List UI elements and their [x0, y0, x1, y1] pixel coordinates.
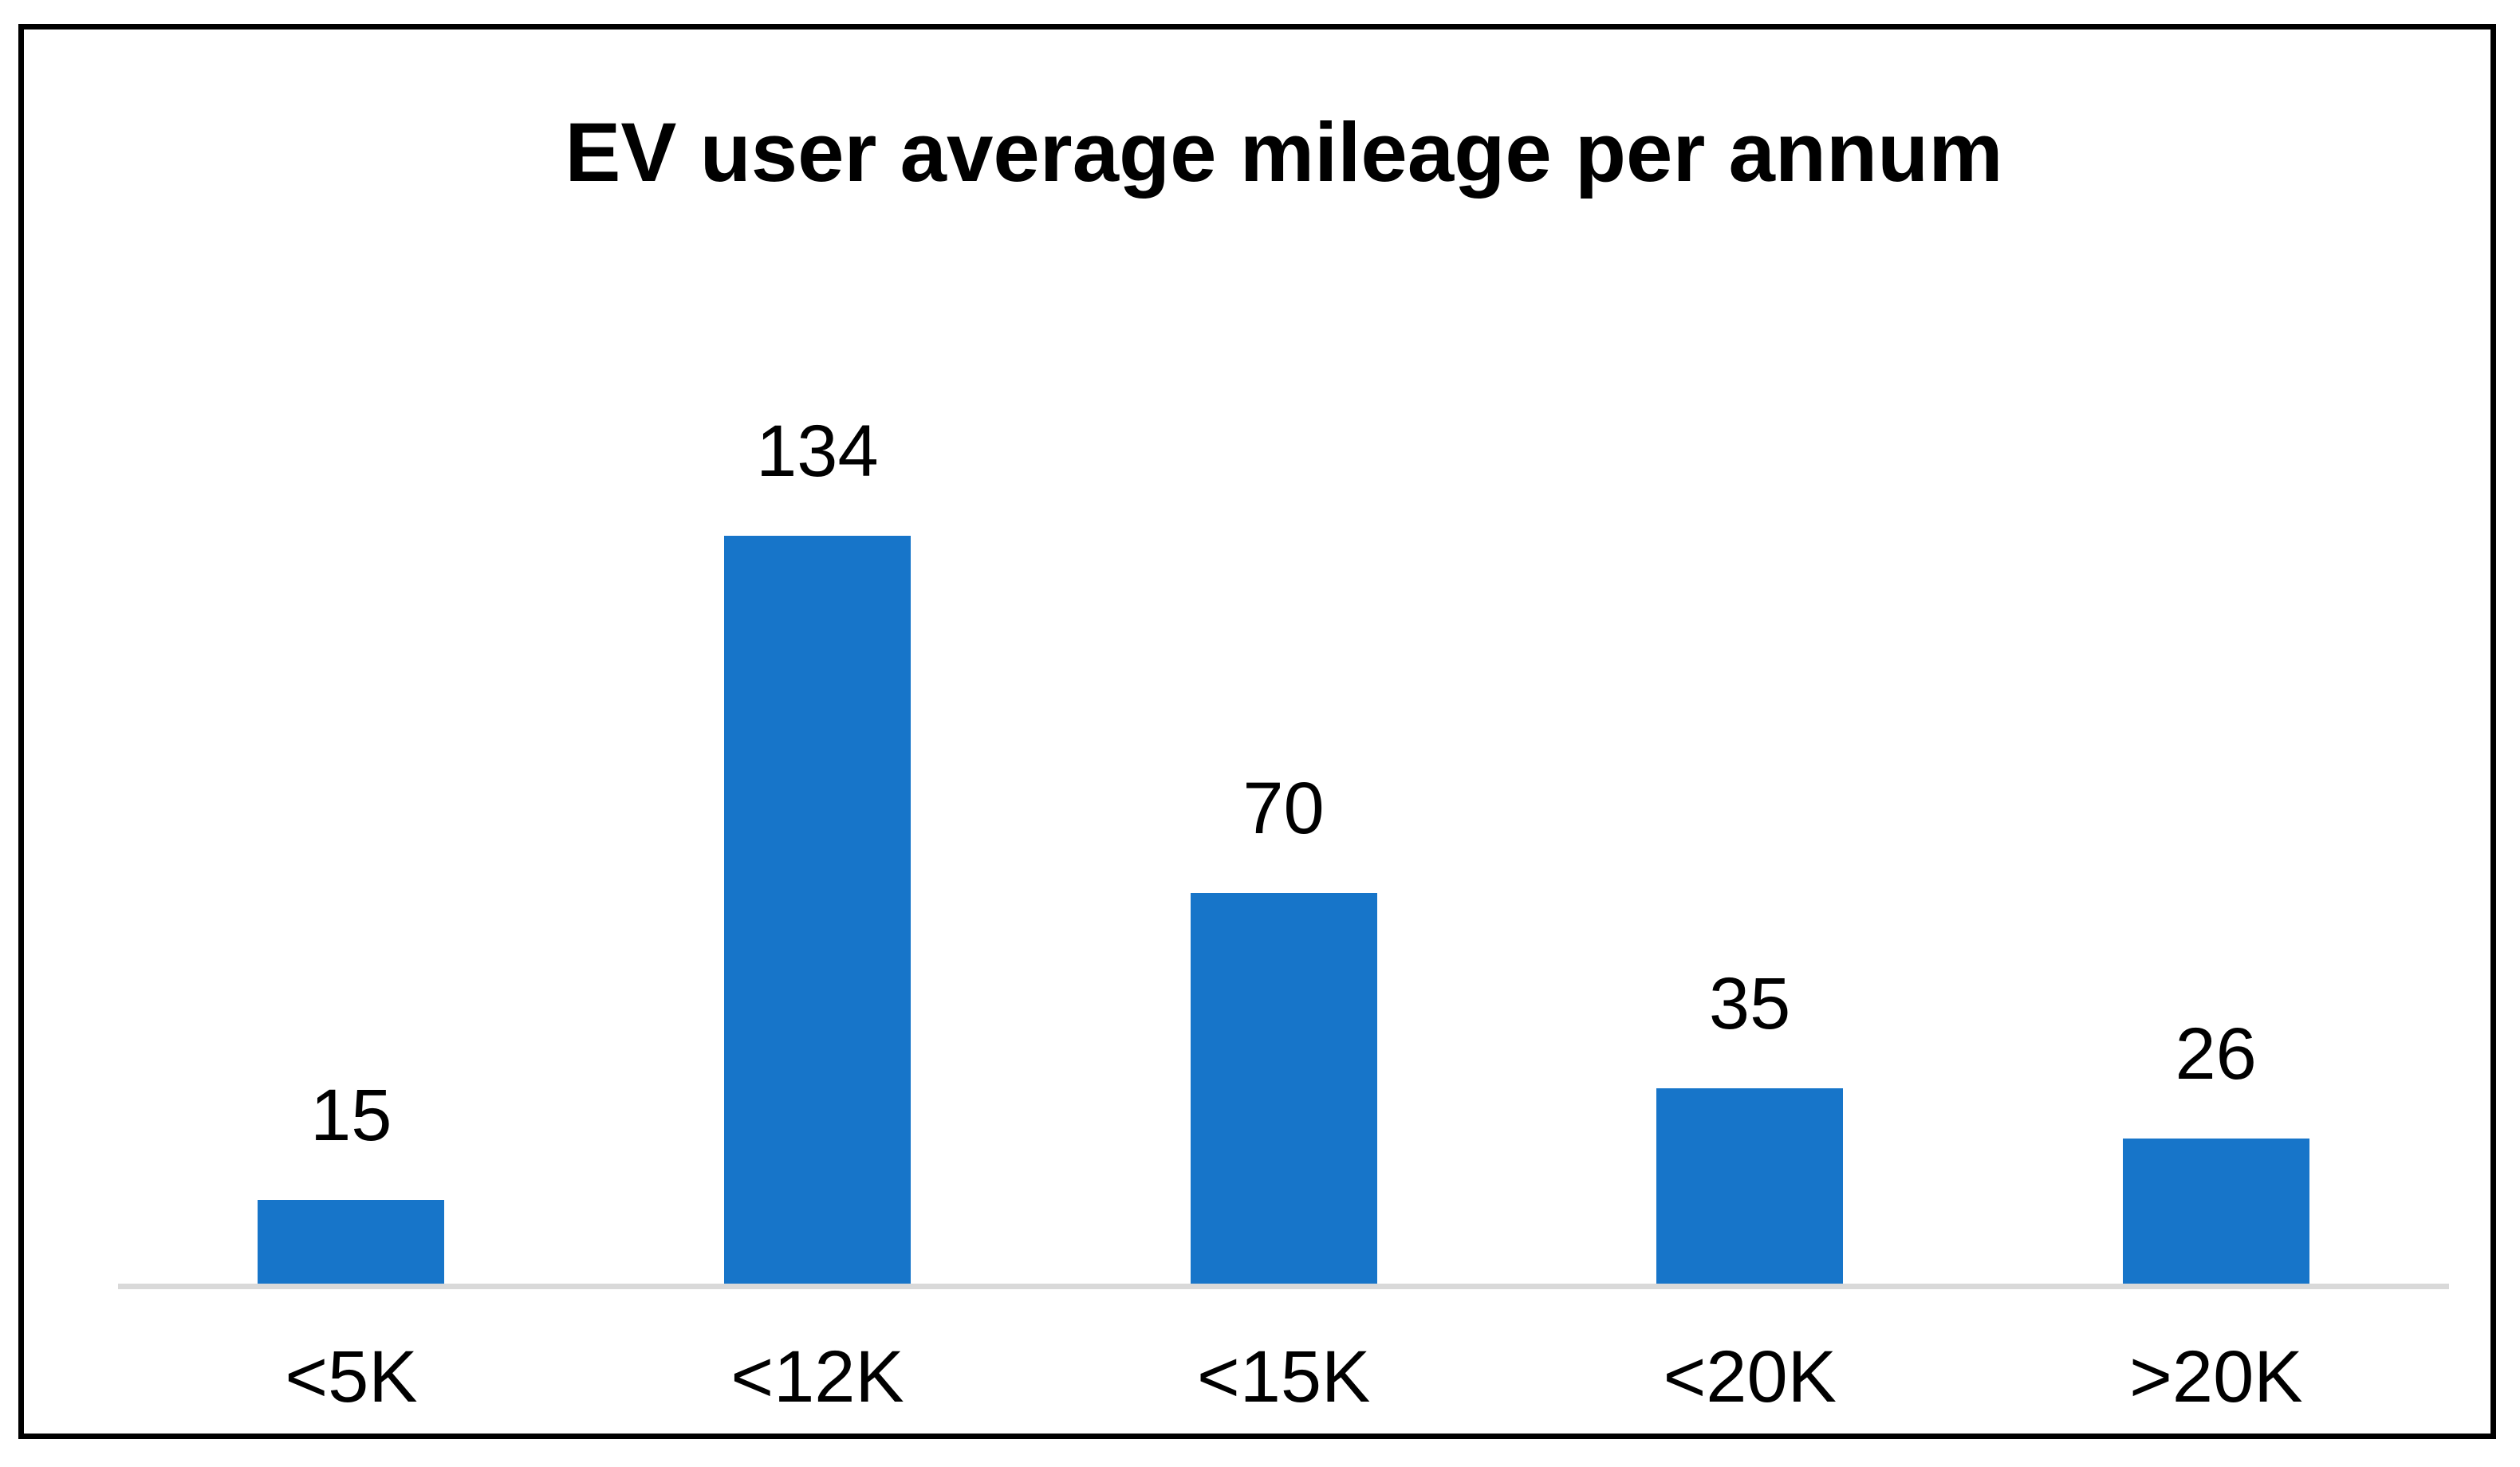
bar-value-label: 134 [756, 411, 879, 492]
bar-value-label: 15 [310, 1075, 392, 1156]
bar-5 [2122, 1139, 2309, 1284]
plot-area: 15 <5K 134 <12K 70 <15K 35 <20K 26 >20K [118, 352, 2449, 1414]
x-axis-label: <15K [1196, 1336, 1371, 1418]
x-axis-label: >20K [2129, 1336, 2303, 1418]
bar-value-label: 35 [1708, 963, 1791, 1044]
x-axis-label: <5K [285, 1336, 418, 1418]
bar-1 [258, 1200, 445, 1284]
chart-frame: EV user average mileage per annum 15 <5K 1… [18, 24, 2496, 1439]
bar-value-label: 26 [2175, 1013, 2257, 1095]
x-axis-label: <20K [1663, 1336, 1837, 1418]
bar-3 [1190, 893, 1377, 1284]
x-axis-label: <12K [730, 1336, 904, 1418]
bar-value-label: 70 [1242, 768, 1325, 849]
bar-2 [723, 536, 911, 1284]
chart-title: EV user average mileage per annum [565, 106, 2003, 199]
bar-4 [1656, 1088, 1844, 1284]
x-axis-line [118, 1284, 2449, 1289]
